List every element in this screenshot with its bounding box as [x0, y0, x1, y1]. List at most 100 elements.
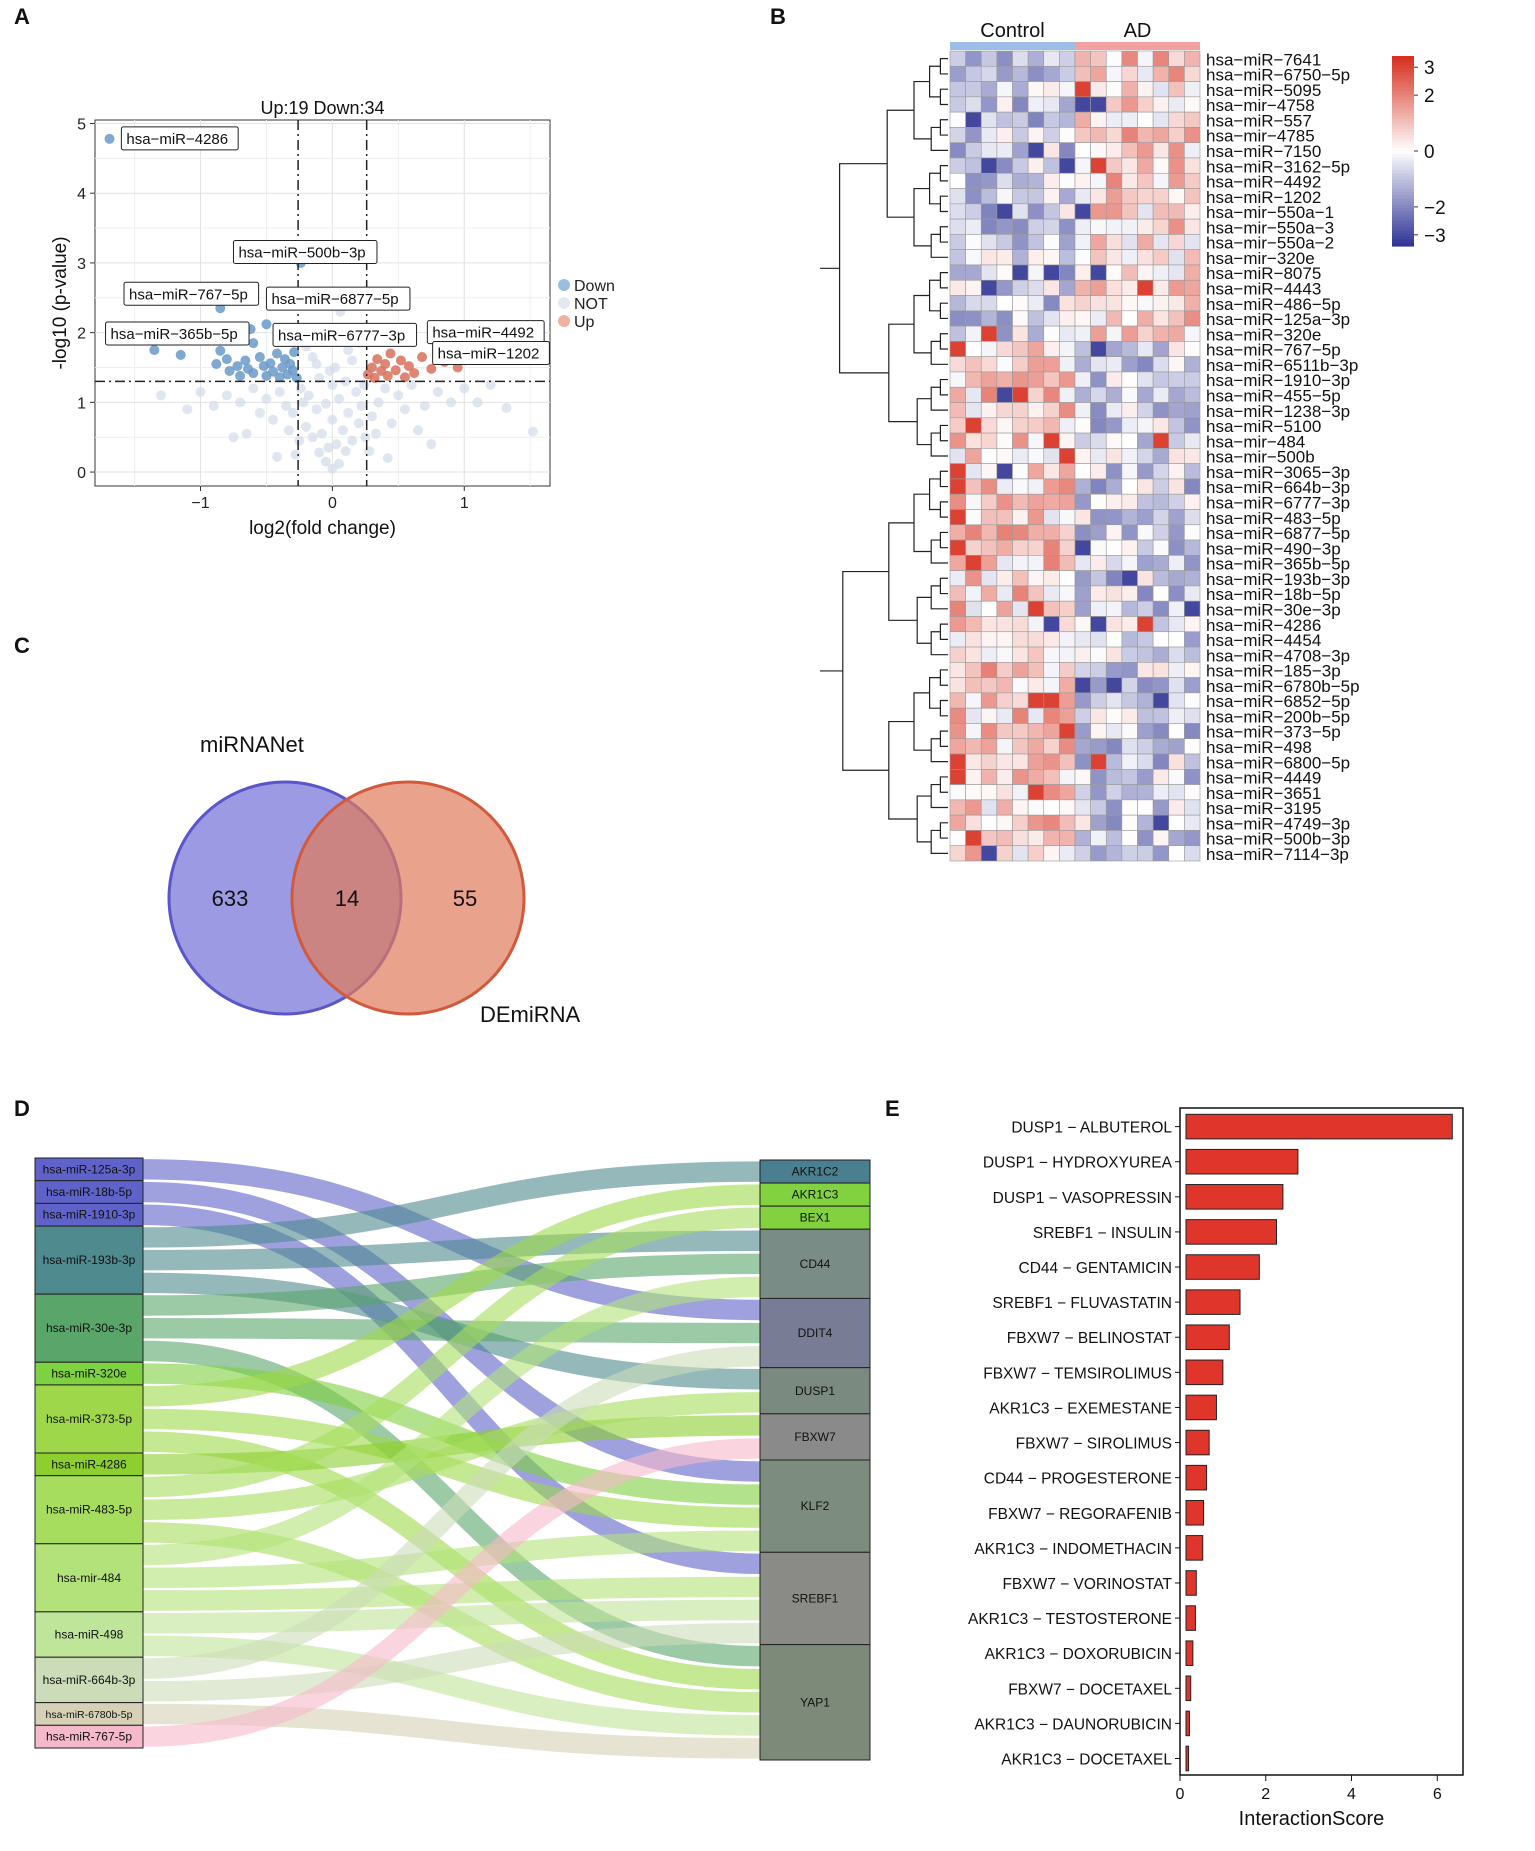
colorbar-segment	[1392, 166, 1414, 171]
volcano-point-up	[382, 370, 393, 381]
heatmap-cell	[980, 524, 998, 541]
heatmap-cell	[1059, 662, 1076, 678]
dendrogram-branch	[913, 692, 932, 751]
heatmap-cell	[1152, 81, 1170, 98]
heatmap-cell	[1137, 356, 1154, 373]
heatmap-cell	[996, 555, 1013, 571]
heatmap-cell	[1184, 96, 1201, 113]
heatmap-row-label: hsa−miR−4443	[1206, 280, 1321, 299]
colorbar-tick-label: 3	[1424, 58, 1435, 79]
heatmap-cell	[1027, 402, 1045, 419]
sankey-node-left-label: hsa-miR-767-5p	[46, 1730, 132, 1744]
heatmap-cell	[965, 127, 982, 143]
heatmap-cell	[1137, 600, 1154, 617]
heatmap-cell	[1027, 417, 1045, 434]
y-tick-label: 2	[77, 326, 86, 343]
heatmap-cell	[1105, 723, 1123, 740]
heatmap-cell	[1121, 830, 1138, 847]
heatmap-cell	[1043, 646, 1060, 663]
heatmap-cell	[1027, 218, 1045, 235]
heatmap-cell	[1059, 234, 1076, 250]
colorbar-segment	[1392, 90, 1414, 95]
heatmap-cell	[1105, 96, 1123, 113]
heatmap-row-label: hsa−mir−320e	[1206, 249, 1315, 268]
bar	[1185, 1429, 1210, 1456]
heatmap-cell	[1074, 356, 1091, 373]
heatmap-cell	[949, 279, 966, 296]
dendrogram-branch	[929, 65, 941, 98]
heatmap-cell	[1059, 830, 1076, 847]
sankey-node-right-label: DDIT4	[798, 1326, 833, 1340]
colorbar-segment	[1392, 113, 1414, 117]
heatmap-cell	[1105, 830, 1123, 847]
heatmap-cell	[1121, 203, 1138, 220]
heatmap-cell	[1012, 723, 1029, 740]
colorbar-segment	[1392, 204, 1414, 209]
heatmap-cell	[1012, 65, 1029, 82]
heatmap-cell	[949, 616, 966, 633]
dendrogram-branch	[939, 822, 948, 839]
bar-category-label: DUSP1 − HYDROXYUREA	[983, 1155, 1173, 1172]
dendrogram-branch	[939, 424, 948, 442]
heatmap-cell	[1121, 50, 1138, 67]
heatmap-cell	[965, 341, 982, 357]
bar-category-label: DUSP1 − ALBUTEROL	[1011, 1120, 1172, 1137]
heatmap-cell	[1121, 417, 1138, 434]
heatmap-cell	[1137, 50, 1154, 67]
heatmap-cell	[1137, 386, 1154, 403]
sankey-node-right-label: AKR1C3	[792, 1188, 839, 1202]
heatmap-cell	[1059, 111, 1076, 128]
heatmap-cell	[1184, 65, 1201, 82]
venn-set-label-demirna: DEmiRNA	[480, 1002, 581, 1027]
heatmap-cell	[996, 631, 1013, 648]
heatmap-cell	[996, 172, 1013, 189]
y-tick-label: 5	[77, 116, 86, 133]
heatmap-cell	[1074, 769, 1091, 785]
volcano-point-not	[340, 376, 351, 387]
colorbar-segment	[1392, 62, 1414, 67]
heatmap-cell	[1121, 402, 1138, 419]
colorbar-segment	[1392, 106, 1414, 111]
heatmap-cell	[1043, 539, 1060, 556]
heatmap-cell	[1168, 692, 1185, 709]
dendrogram-branch	[929, 677, 941, 709]
sankey-node-left-label: hsa-miR-4286	[51, 1457, 127, 1471]
heatmap-row-label: hsa−miR−1910−3p	[1206, 371, 1350, 390]
heatmap-cell	[1184, 325, 1201, 342]
heatmap-cell	[1012, 249, 1029, 266]
bar-category-label: SREBF1 − INSULIN	[1033, 1225, 1172, 1242]
heatmap-cell	[1090, 814, 1107, 831]
heatmap-cell	[949, 218, 966, 235]
heatmap-cell	[1168, 616, 1185, 633]
heatmap-cell	[1059, 738, 1076, 755]
volcano-point-not	[241, 428, 252, 439]
sankey-node-right-label: KLF2	[801, 1499, 830, 1513]
volcano-point-up	[395, 355, 406, 366]
annotation-label: hsa−miR−1202	[438, 346, 540, 363]
volcano-point-down	[272, 348, 282, 359]
heatmap-cell	[1137, 142, 1154, 159]
heatmap-cell	[1090, 493, 1107, 510]
heatmap-cell	[1137, 570, 1154, 587]
heatmap-cell	[1168, 723, 1185, 740]
sankey-node-right-label: AKR1C2	[792, 1165, 839, 1179]
heatmap-cell	[1027, 188, 1045, 205]
heatmap-cell	[949, 539, 966, 556]
heatmap-cell	[980, 509, 998, 526]
heatmap-cell	[980, 738, 998, 755]
heatmap-cell	[1184, 356, 1201, 373]
heatmap-cell	[1121, 600, 1138, 617]
heatmap-cell	[1137, 738, 1154, 755]
dendrogram-branch	[929, 279, 941, 312]
colorbar-segment	[1392, 230, 1414, 234]
heatmap-cell	[965, 738, 982, 755]
heatmap-cell	[949, 463, 966, 480]
heatmap-cell	[996, 539, 1013, 556]
heatmap-cell	[965, 631, 982, 648]
heatmap-cell	[1105, 600, 1123, 617]
heatmap-cell	[996, 769, 1013, 785]
volcano-point-not	[235, 397, 246, 408]
colorbar-segment	[1392, 157, 1414, 162]
volcano-point-not	[221, 390, 232, 401]
heatmap-cell	[1105, 448, 1123, 464]
